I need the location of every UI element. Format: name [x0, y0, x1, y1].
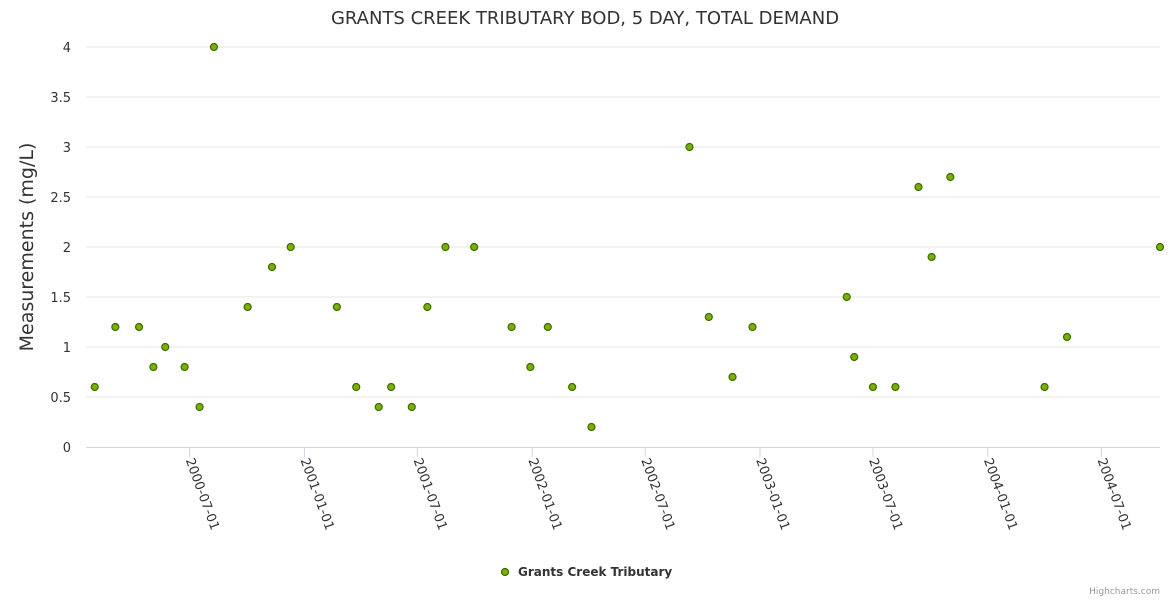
y-tick-label: 2.5 [50, 191, 71, 206]
data-points [90, 42, 1165, 432]
data-point[interactable] [914, 182, 923, 192]
legend-marker [500, 567, 510, 577]
data-point[interactable] [161, 342, 170, 352]
data-point[interactable] [243, 302, 252, 312]
data-point[interactable] [1040, 382, 1049, 392]
y-tick-label: 4 [63, 41, 71, 56]
data-point[interactable] [1062, 332, 1072, 342]
credits-link[interactable]: Highcharts.com [1089, 587, 1160, 597]
data-point[interactable] [286, 242, 295, 252]
data-point[interactable] [543, 322, 552, 332]
data-point[interactable] [352, 382, 361, 392]
data-point[interactable] [407, 402, 416, 412]
data-point[interactable] [374, 402, 383, 412]
data-point[interactable] [587, 422, 596, 432]
data-point[interactable] [195, 402, 204, 412]
data-point[interactable] [946, 172, 955, 182]
data-point[interactable] [149, 362, 158, 372]
data-point[interactable] [267, 262, 277, 272]
y-tick-label: 2 [63, 241, 71, 256]
data-point[interactable] [568, 382, 577, 392]
data-point[interactable] [470, 242, 479, 252]
data-point[interactable] [891, 382, 900, 392]
data-point[interactable] [209, 42, 219, 52]
data-point[interactable] [748, 322, 757, 332]
data-point[interactable] [387, 382, 396, 392]
data-point[interactable] [134, 322, 144, 332]
y-axis-ticks: 0 0.5 1 1.5 2 2.5 3 3.5 4 [50, 41, 71, 456]
data-point[interactable] [111, 322, 120, 332]
y-tick-label: 0 [63, 441, 71, 456]
data-point[interactable] [526, 362, 535, 372]
data-point[interactable] [423, 302, 432, 312]
data-point[interactable] [441, 242, 450, 252]
data-point[interactable] [1155, 242, 1165, 252]
data-point[interactable] [704, 312, 713, 322]
y-tick-label: 3 [63, 141, 71, 156]
data-point[interactable] [842, 292, 851, 302]
data-point[interactable] [868, 382, 878, 392]
data-point[interactable] [507, 322, 516, 332]
y-tick-label: 0.5 [50, 391, 71, 406]
data-point[interactable] [685, 142, 694, 152]
legend-label[interactable]: Grants Creek Tributary [518, 565, 672, 579]
grid-lines [86, 46, 1160, 398]
data-point[interactable] [332, 302, 341, 312]
data-point[interactable] [90, 382, 99, 392]
chart-title: GRANTS CREEK TRIBUTARY BOD, 5 DAY, TOTAL… [331, 8, 839, 29]
y-tick-label: 1.5 [50, 291, 71, 306]
data-point[interactable] [728, 372, 737, 382]
legend[interactable]: Grants Creek Tributary [500, 565, 673, 579]
data-point[interactable] [927, 252, 936, 262]
y-tick-label: 3.5 [50, 91, 71, 106]
data-point[interactable] [850, 352, 859, 362]
y-axis-label: Measurements (mg/L) [16, 143, 38, 352]
data-point[interactable] [180, 362, 189, 372]
y-tick-label: 1 [63, 341, 71, 356]
